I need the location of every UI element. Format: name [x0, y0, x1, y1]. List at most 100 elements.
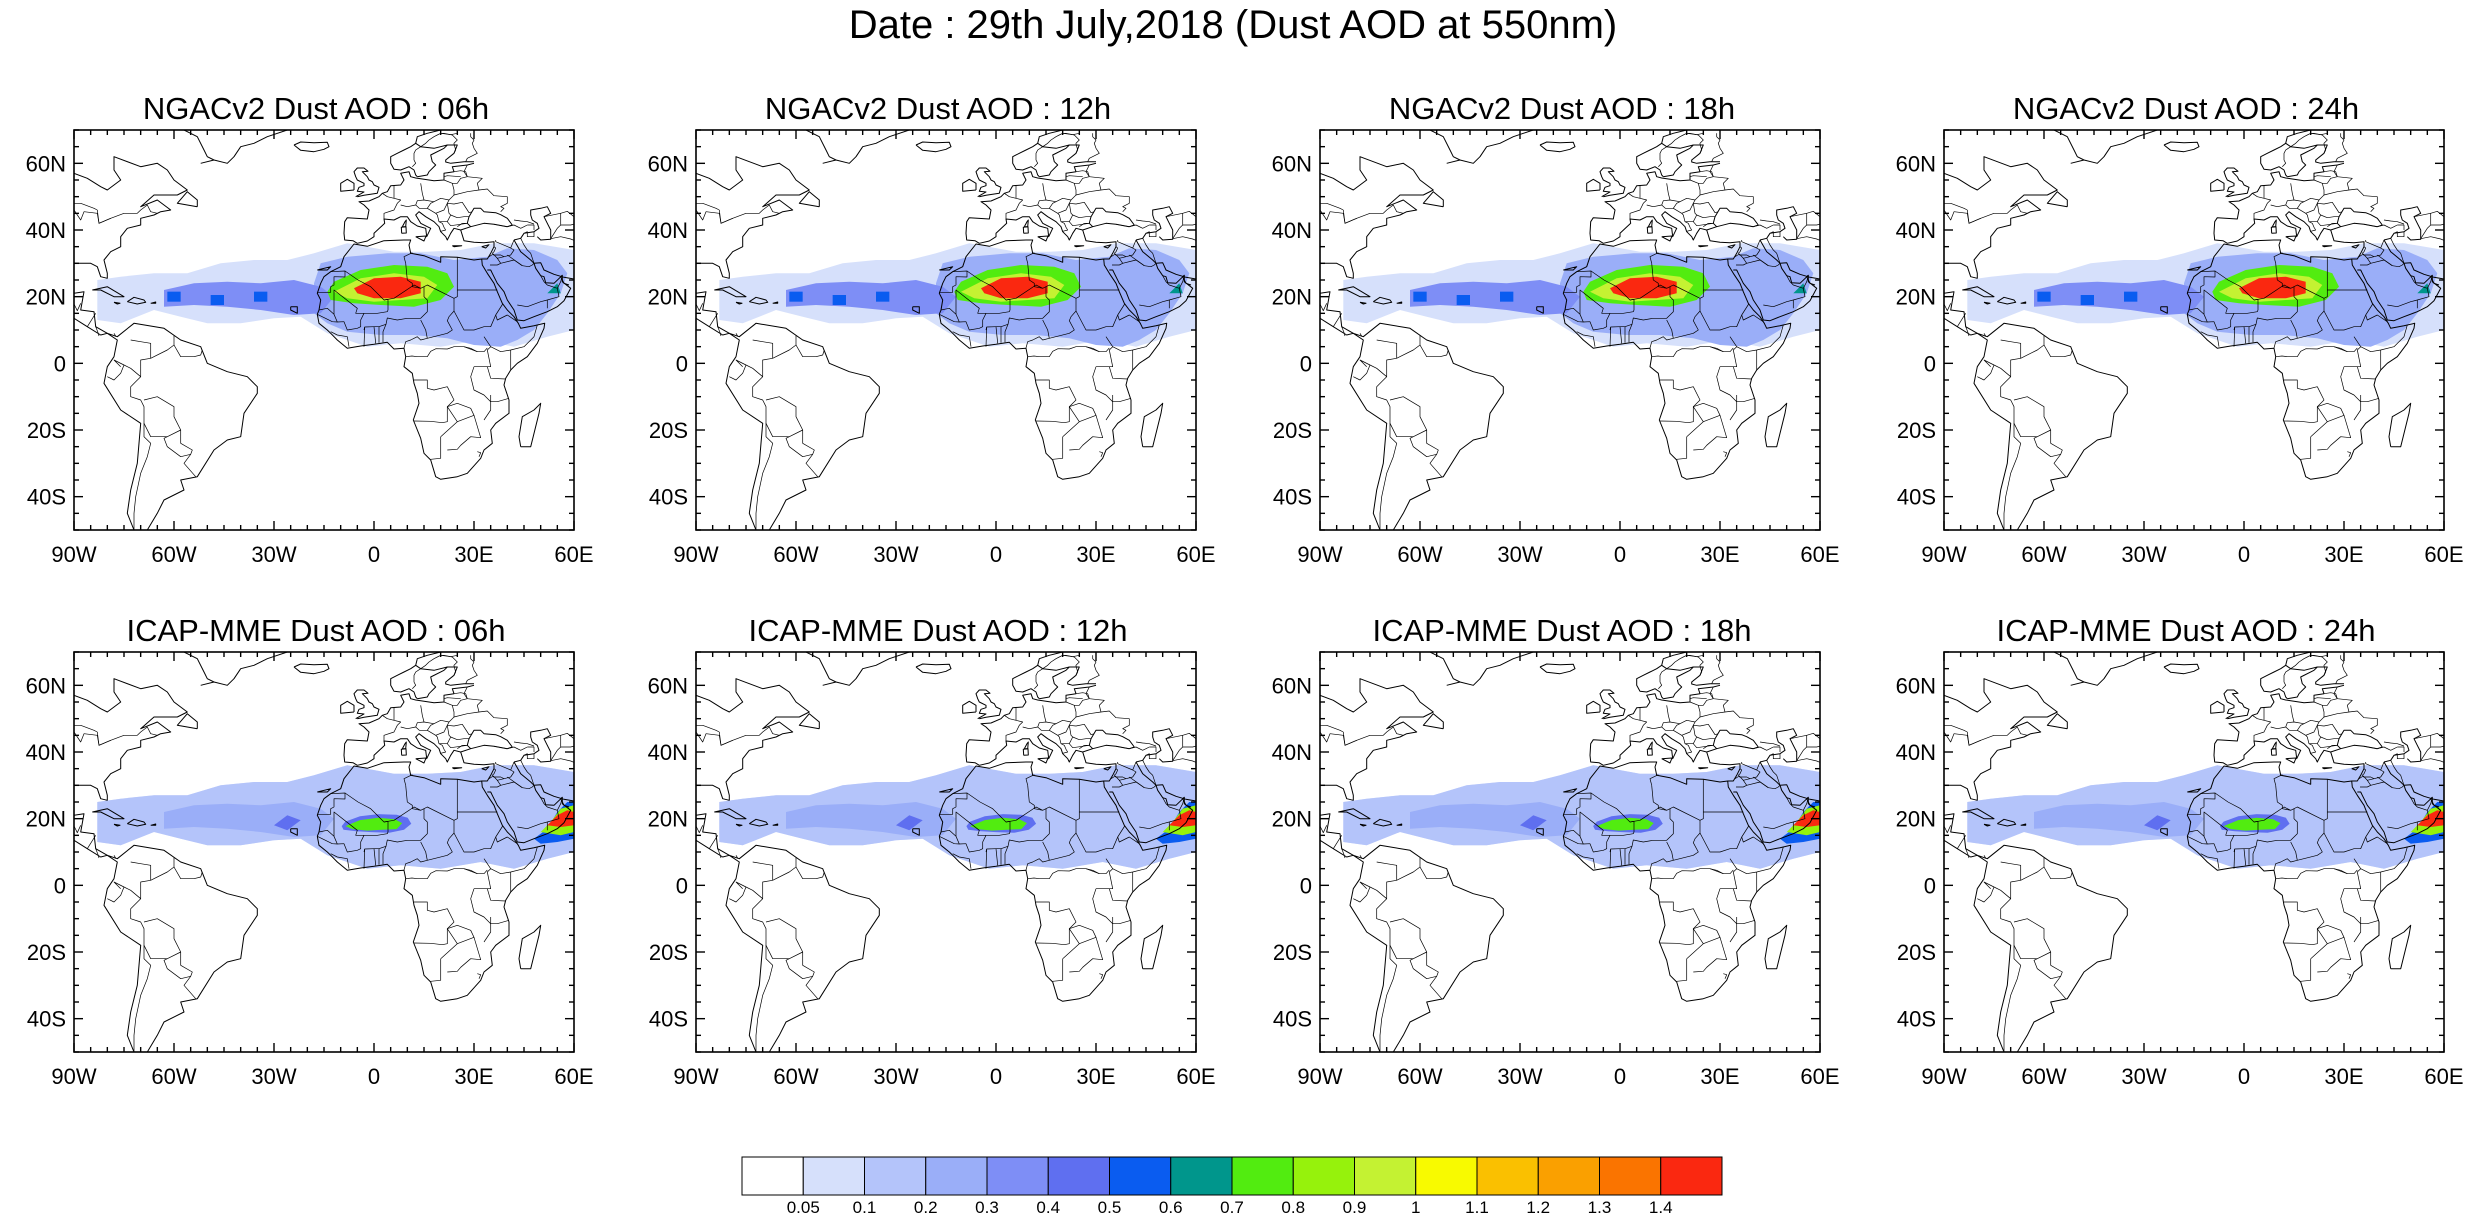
aod-contour	[896, 815, 923, 831]
aod-contour	[1793, 810, 1820, 827]
colorbar-label: 1.4	[1649, 1198, 1673, 1215]
aod-contour	[1343, 765, 1820, 869]
ticks	[1943, 651, 2445, 1053]
lon-tick-label: 30E	[1076, 542, 1115, 567]
map-panel: ICAP-MME Dust AOD : 24h 90W 60W 30W 0 30E 60E 6…	[1876, 612, 2466, 1192]
aod-field	[1967, 765, 2444, 869]
lat-tick-label: 20N	[1896, 285, 1936, 310]
panel-title: NGACv2 Dust AOD : 12h	[764, 91, 1112, 126]
lat-tick-label: 60N	[1896, 673, 1936, 698]
lat-tick-label: 0	[54, 873, 66, 898]
lat-tick-label: 40S	[1897, 1007, 1936, 1032]
lon-tick-label: 60E	[1800, 542, 1839, 567]
lat-tick-label: 20N	[648, 285, 688, 310]
colorbar-swatch	[1047, 1156, 1110, 1196]
lon-tick-label: 60W	[2021, 542, 2066, 567]
figure-title: Date : 29th July,2018 (Dust AOD at 550nm…	[848, 3, 1618, 47]
colorbar-swatch	[1660, 1156, 1723, 1196]
map-panel: NGACv2 Dust AOD : 12h 90W 60W 30W 0 30E 60E 60N…	[628, 90, 1228, 670]
ticks	[1319, 651, 1821, 1053]
aod-field	[719, 765, 1196, 869]
lat-tick-label: 20S	[27, 418, 66, 443]
map-panel: ICAP-MME Dust AOD : 18h 90W 60W 30W 0 30E 60E 6…	[1252, 612, 1852, 1192]
colorbar-swatch	[1537, 1156, 1600, 1196]
lon-tick-label: 30W	[873, 1064, 918, 1089]
colorbar-label: 0.9	[1343, 1198, 1367, 1215]
aod-contour	[354, 276, 421, 299]
lat-tick-label: 20S	[649, 418, 688, 443]
lon-tick-label: 90W	[1921, 1064, 1966, 1089]
panel-title: NGACv2 Dust AOD : 24h	[2012, 91, 2360, 126]
lon-tick-label: 60W	[773, 1064, 818, 1089]
colorbar-swatch	[1599, 1156, 1662, 1196]
lon-tick-label: 60E	[554, 542, 593, 567]
lat-tick-label: 60N	[26, 151, 66, 176]
country-borders	[74, 132, 574, 530]
lon-tick-label: 90W	[1921, 542, 1966, 567]
lat-tick-label: 20N	[1896, 807, 1936, 832]
aod-contour	[1520, 815, 1547, 831]
aod-contour	[981, 276, 1048, 299]
colorbar-swatch	[864, 1156, 927, 1196]
country-borders	[1944, 654, 2444, 1052]
aod-contour	[876, 291, 890, 302]
ticks	[1319, 129, 1821, 531]
aod-contour	[2144, 815, 2171, 831]
lon-tick-label: 60E	[2424, 1064, 2463, 1089]
lat-tick-label: 20S	[1273, 940, 1312, 965]
lat-tick-label: 40S	[27, 1007, 66, 1032]
aod-contour	[2124, 291, 2138, 302]
lon-tick-label: 30W	[251, 542, 296, 567]
aod-contour	[2037, 291, 2051, 302]
coastlines	[696, 652, 1196, 1052]
colorbar-label: 1.3	[1588, 1198, 1612, 1215]
aod-contour	[97, 765, 574, 869]
lon-tick-label: 90W	[673, 1064, 718, 1089]
aod-contour	[1169, 810, 1196, 827]
map-plot: 90W 60W 30W 0 30E 60E 60N 40N 20N 0 20S 40S	[1896, 651, 2464, 1089]
coastlines	[696, 130, 1196, 530]
lon-tick-label: 30E	[1700, 542, 1739, 567]
colorbar-label: 0.05	[787, 1198, 820, 1215]
lat-tick-label: 60N	[1896, 151, 1936, 176]
lat-tick-label: 40N	[648, 218, 688, 243]
country-borders	[1944, 132, 2444, 530]
lon-tick-label: 30W	[2121, 542, 2166, 567]
coastlines	[1944, 130, 2444, 530]
aod-field	[97, 243, 574, 347]
lat-tick-label: 40N	[26, 218, 66, 243]
lat-tick-label: 0	[1924, 873, 1936, 898]
colorbar-label: 0.3	[975, 1198, 999, 1215]
map-plot: 90W 60W 30W 0 30E 60E 60N 40N 20N 0 20S 40S	[648, 651, 1216, 1089]
aod-contour	[210, 295, 224, 305]
lat-tick-label: 40S	[1273, 485, 1312, 510]
aod-field	[1343, 243, 1820, 347]
lat-tick-label: 0	[54, 351, 66, 376]
aod-field	[1967, 243, 2444, 347]
aod-contour	[1413, 291, 1427, 302]
colorbar-label: 0.4	[1036, 1198, 1060, 1215]
country-borders	[74, 654, 574, 1052]
aod-contour	[2417, 810, 2444, 827]
lon-tick-label: 60E	[1176, 542, 1215, 567]
aod-contour	[547, 283, 561, 294]
colorbar-label: 0.1	[853, 1198, 877, 1215]
colorbar-swatch	[1109, 1156, 1172, 1196]
lon-tick-label: 60W	[2021, 1064, 2066, 1089]
colorbar-label: 0.5	[1098, 1198, 1122, 1215]
lon-tick-label: 30E	[1700, 1064, 1739, 1089]
ticks	[73, 129, 575, 531]
lon-tick-label: 60W	[773, 542, 818, 567]
lon-tick-label: 90W	[1297, 1064, 1342, 1089]
panel-title: ICAP-MME Dust AOD : 18h	[1372, 613, 1752, 648]
lon-tick-label: 90W	[673, 542, 718, 567]
lon-tick-label: 60E	[2424, 542, 2463, 567]
map-panel: NGACv2 Dust AOD : 18h 90W 60W 30W 0 30E 60E 60N…	[1252, 90, 1852, 670]
lon-tick-label: 90W	[1297, 542, 1342, 567]
lat-tick-label: 60N	[648, 151, 688, 176]
lon-tick-label: 0	[1614, 542, 1626, 567]
lat-tick-label: 40N	[648, 740, 688, 765]
colorbar-label: 0.2	[914, 1198, 938, 1215]
map-plot: 90W 60W 30W 0 30E 60E 60N 40N 20N 0 20S 40S	[26, 651, 594, 1089]
colorbar-swatch	[741, 1156, 804, 1196]
